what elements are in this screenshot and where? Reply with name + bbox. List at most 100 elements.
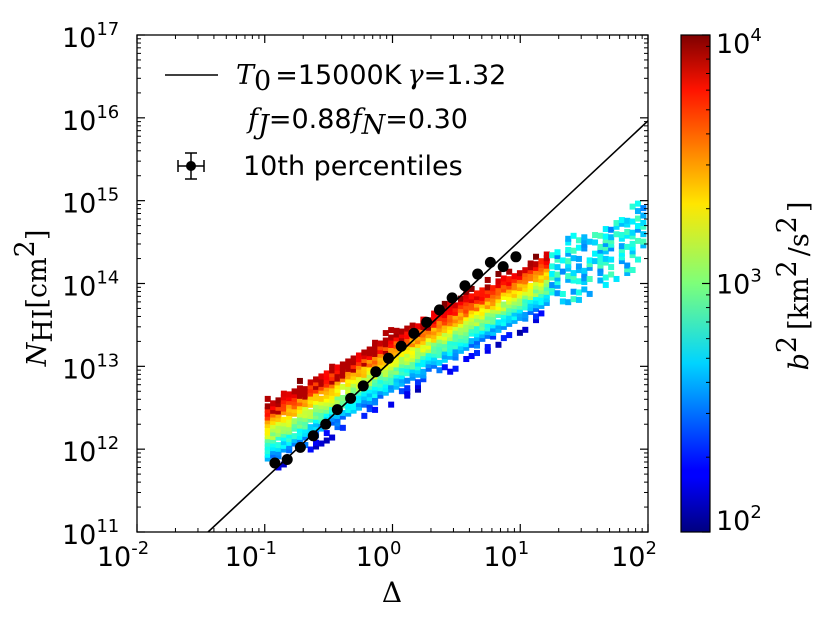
density-cell (452, 339, 459, 346)
density-cell (286, 395, 293, 402)
density-cell (452, 365, 459, 372)
density-cell (447, 320, 454, 327)
density-cell (441, 356, 448, 363)
density-cell (291, 399, 298, 406)
density-cell (613, 231, 620, 238)
density-cell (307, 383, 314, 390)
density-cell (613, 220, 620, 227)
density-cell (350, 377, 357, 384)
density-cell (323, 403, 330, 410)
density-cell (500, 320, 507, 327)
density-cell (382, 382, 389, 389)
percentile-point (459, 280, 471, 292)
percentile-point (472, 268, 484, 280)
density-cell (463, 296, 470, 303)
density-cell (339, 398, 346, 405)
density-cell (275, 412, 282, 419)
density-cell (393, 383, 400, 390)
density-cell (570, 255, 577, 262)
density-cell (452, 343, 459, 350)
density-cell (355, 397, 362, 404)
percentile-point (331, 404, 343, 416)
density-cell (554, 249, 561, 256)
density-cell (447, 338, 454, 345)
density-cell (420, 372, 427, 379)
density-cell (533, 302, 540, 309)
colorbar-ticks: 102 103 104 (702, 25, 762, 537)
density-cell (355, 404, 362, 411)
density-cell (398, 362, 405, 369)
density-cell (377, 340, 384, 347)
density-cell (275, 416, 282, 423)
density-cell (275, 464, 282, 471)
density-cell (275, 442, 282, 449)
density-cell (404, 370, 411, 377)
density-cell (511, 299, 518, 306)
density-cell (634, 200, 641, 207)
density-cell (329, 386, 336, 393)
density-cell (388, 349, 395, 356)
y-tick-label: 1013 (62, 350, 119, 385)
density-cell (624, 266, 631, 273)
density-cell (345, 406, 352, 413)
percentile-point (382, 352, 394, 364)
density-cell (318, 373, 325, 380)
density-cell (543, 299, 550, 306)
density-cell (313, 406, 320, 413)
density-cell (436, 348, 443, 355)
density-cell (366, 346, 373, 353)
density-cell (457, 318, 464, 325)
density-cell (484, 276, 491, 283)
density-cell (420, 353, 427, 360)
density-cell (334, 379, 341, 386)
density-cell (264, 410, 271, 417)
y-tick-label: 1016 (62, 102, 119, 137)
density-cell (452, 324, 459, 331)
density-cell (329, 404, 336, 411)
density-cell (436, 315, 443, 322)
density-cell (409, 371, 416, 378)
density-cell (463, 307, 470, 314)
density-cell (495, 297, 502, 304)
density-cell (570, 247, 577, 254)
density-cell (586, 290, 593, 297)
density-cell (296, 392, 303, 399)
density-cell (264, 429, 271, 436)
percentile-point (345, 392, 357, 404)
density-cell (495, 323, 502, 330)
density-cell (393, 350, 400, 357)
density-cell (500, 312, 507, 319)
density-cell (286, 398, 293, 405)
density-cell (484, 317, 491, 324)
density-cell (350, 403, 357, 410)
density-cell (355, 359, 362, 366)
density-cell (264, 414, 271, 421)
density-cell (436, 352, 443, 359)
density-cell (270, 407, 277, 414)
density-cell (468, 312, 475, 319)
density-cell (372, 384, 379, 391)
density-cell (377, 388, 384, 395)
density-cell (264, 433, 271, 440)
density-cell (490, 296, 497, 303)
density-cell (334, 375, 341, 382)
density-cell (270, 426, 277, 433)
density-cell (490, 314, 497, 321)
density-cell (323, 370, 330, 377)
density-cell (463, 329, 470, 336)
density-cell (280, 420, 287, 427)
density-cell (602, 274, 609, 281)
density-cell (490, 285, 497, 292)
density-cell (554, 279, 561, 286)
density-cell (366, 383, 373, 390)
density-cell (350, 400, 357, 407)
density-cell (474, 323, 481, 330)
density-cell (280, 431, 287, 438)
density-cell (608, 237, 615, 244)
density-cell (602, 259, 609, 266)
density-cell (457, 329, 464, 336)
density-cell (506, 268, 513, 275)
density-cell (602, 226, 609, 233)
density-cell (296, 437, 303, 444)
percentile-point (497, 261, 509, 273)
